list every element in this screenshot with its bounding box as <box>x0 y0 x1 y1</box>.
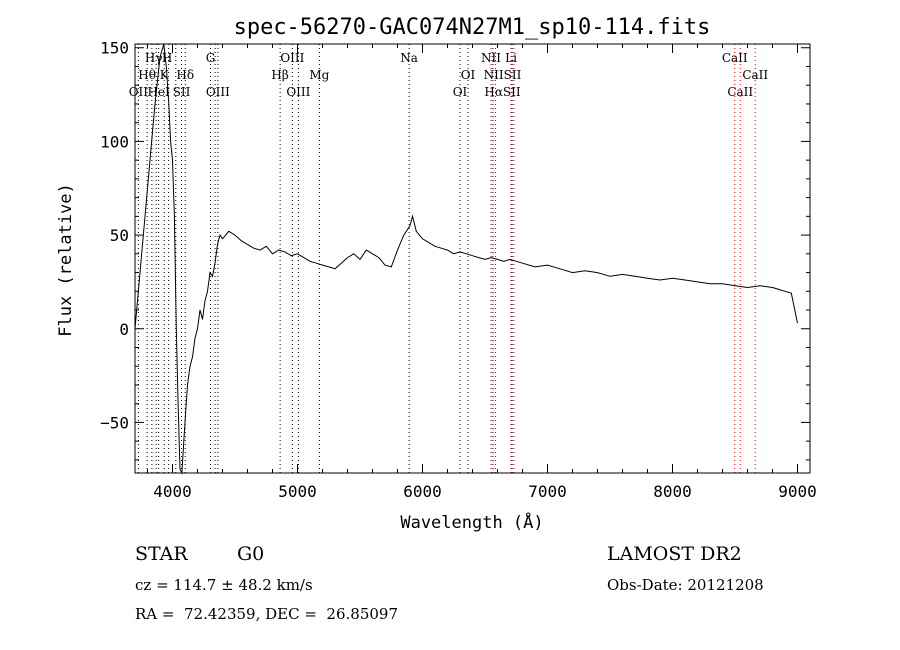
x-tick-label: 9000 <box>778 482 817 501</box>
y-tick-label: −50 <box>100 413 129 432</box>
x-tick-label: 5000 <box>278 482 317 501</box>
sky-coordinates: RA = 72.42359, DEC = 26.85097 <box>135 605 399 623</box>
y-tick-label: 0 <box>119 320 129 339</box>
spectral-line-label: Hδ <box>176 68 194 82</box>
chart-title: spec-56270-GAC074N27M1_sp10-114.fits <box>234 15 711 40</box>
spectral-line-label: H <box>162 51 172 65</box>
spectral-line-label: OII <box>129 85 149 99</box>
spectral-line-label: Hβ <box>271 68 288 82</box>
spectral-line-label: CaII <box>727 85 753 99</box>
spectral-line-label: Na <box>400 51 418 65</box>
flux-series-line <box>134 43 798 475</box>
spectral-line-label: OIII <box>286 85 310 99</box>
redshift-velocity: cz = 114.7 ± 48.2 km/s <box>135 576 313 594</box>
x-axis-label: Wavelength (Å) <box>400 511 543 533</box>
axis-ticks: 4000 5000 6000 7000 8000 9000 −50 0 50 100 150 <box>100 39 817 501</box>
spectral-line-label: CaII <box>742 68 768 82</box>
survey-name: LAMOST DR2 <box>607 543 742 565</box>
spectral-subclass: G0 <box>237 543 265 565</box>
object-class: STAR <box>135 543 188 565</box>
spectral-line-label: OI <box>453 85 468 99</box>
spectral-line-label: HαSII <box>484 85 521 99</box>
spectral-line-label: Mg <box>309 68 329 82</box>
y-tick-label: 100 <box>100 132 129 151</box>
y-axis-label: Flux (relative) <box>56 183 76 337</box>
spectral-line-label: Li <box>505 51 517 65</box>
spectral-line-label: OIII <box>206 85 230 99</box>
observation-date: Obs-Date: 20121208 <box>607 576 764 594</box>
spectral-line-label: Hγ <box>145 51 163 65</box>
x-tick-label: 7000 <box>528 482 567 501</box>
spectral-line-label: OI <box>461 68 476 82</box>
x-tick-label: 6000 <box>403 482 442 501</box>
y-tick-label: 50 <box>110 226 129 245</box>
spectral-line-label: G <box>206 51 216 65</box>
spectral-line-label: Hθ <box>138 68 156 82</box>
spectral-line-markers <box>137 44 756 473</box>
spectral-line-label: NII <box>481 51 501 65</box>
x-tick-label: 8000 <box>653 482 692 501</box>
spectral-line-label: SII <box>173 85 191 99</box>
y-tick-label: 150 <box>100 39 129 58</box>
spectral-line-label: HeI <box>147 85 170 99</box>
spectral-line-label: CaII <box>722 51 748 65</box>
spectral-line-label: OIII <box>280 51 304 65</box>
spectral-line-label: NIISII <box>484 68 522 82</box>
plot-frame <box>134 43 811 474</box>
x-tick-label: 4000 <box>153 482 192 501</box>
spectral-line-labels: Hγ H G OIII Na NII Li CaII Hθ K Hδ Hβ Mg OI NIISII CaII… <box>129 51 769 99</box>
spectral-line-label: K <box>160 68 170 82</box>
